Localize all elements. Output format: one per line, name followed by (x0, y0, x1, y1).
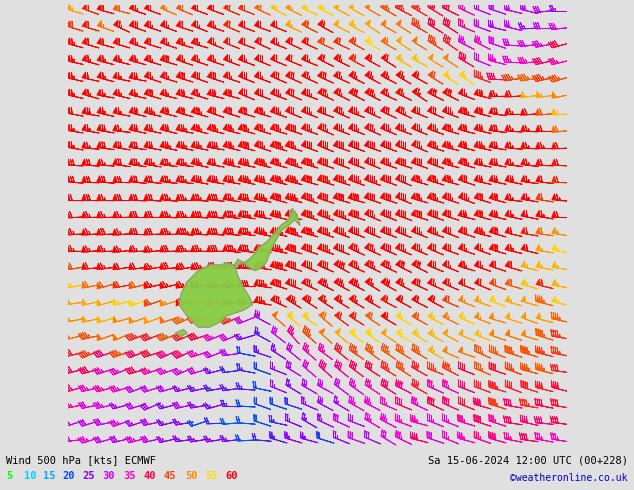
Text: ©weatheronline.co.uk: ©weatheronline.co.uk (510, 473, 628, 483)
Text: 5: 5 (6, 471, 13, 481)
Polygon shape (235, 208, 300, 270)
Polygon shape (176, 329, 187, 336)
Text: Wind 500 hPa [kts] ECMWF: Wind 500 hPa [kts] ECMWF (6, 455, 157, 465)
Text: 55: 55 (205, 471, 218, 481)
Text: 15: 15 (43, 471, 56, 481)
Text: 40: 40 (143, 471, 156, 481)
Polygon shape (179, 263, 252, 327)
Text: 45: 45 (164, 471, 176, 481)
Text: 50: 50 (185, 471, 198, 481)
Text: Sa 15-06-2024 12:00 UTC (00+228): Sa 15-06-2024 12:00 UTC (00+228) (428, 455, 628, 465)
Text: 30: 30 (103, 471, 115, 481)
Text: 20: 20 (62, 471, 75, 481)
Text: 60: 60 (226, 471, 238, 481)
Text: 35: 35 (123, 471, 136, 481)
Text: 10: 10 (24, 471, 37, 481)
Text: 25: 25 (82, 471, 95, 481)
